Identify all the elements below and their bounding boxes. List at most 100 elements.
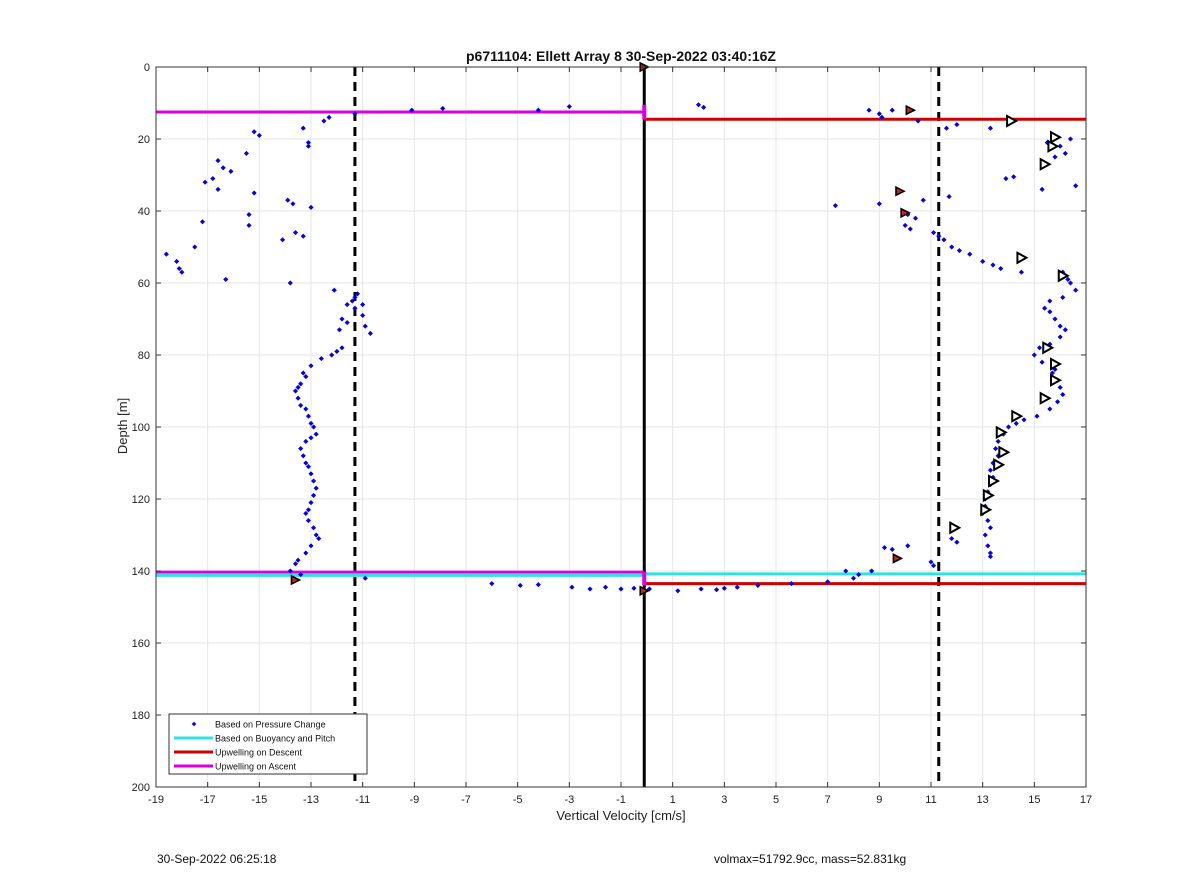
pressure-point <box>318 355 324 362</box>
pressure-point <box>199 219 206 225</box>
pressure-point <box>879 114 885 121</box>
pressure-point <box>985 543 991 549</box>
pressure-point <box>902 222 908 229</box>
pressure-point <box>362 323 368 329</box>
pressure-point <box>866 107 872 113</box>
pressure-point <box>832 202 839 209</box>
pressure-point <box>517 582 523 589</box>
pressure-point <box>295 557 301 563</box>
pressure-point <box>313 485 319 491</box>
pressure-point <box>987 525 994 531</box>
x-tick-label: -17 <box>200 794 216 806</box>
pressure-point <box>298 381 304 387</box>
pressure-point <box>1057 334 1063 340</box>
pressure-point <box>344 319 350 326</box>
legend-label: Upwelling on Descent <box>215 748 303 758</box>
pressure-point <box>1067 136 1074 142</box>
pressure-point <box>1057 323 1063 329</box>
pressure-point <box>1047 406 1053 412</box>
reference-lines <box>353 67 941 787</box>
x-tick-label: -13 <box>303 794 319 806</box>
triangle-marker <box>1006 114 1019 128</box>
pressure-point <box>1042 305 1048 311</box>
pressure-point <box>303 550 309 556</box>
pressure-point <box>1003 175 1009 182</box>
pressure-point <box>987 553 994 560</box>
pressure-point <box>936 233 942 239</box>
triangle-marker <box>1047 139 1060 153</box>
y-tick-label: 200 <box>132 782 150 794</box>
pressure-point <box>308 543 314 549</box>
pressure-point <box>949 244 955 250</box>
triangle-marker <box>1011 409 1024 423</box>
triangle-marker <box>980 503 993 517</box>
pressure-point <box>354 291 361 297</box>
pressure-point <box>313 532 319 538</box>
pressure-point <box>788 580 795 587</box>
pressure-point <box>308 471 314 477</box>
pressure-point <box>987 467 994 473</box>
pressure-point <box>569 584 575 590</box>
pressure-point <box>305 517 312 524</box>
x-tick-label: -11 <box>355 794 370 806</box>
pressure-point <box>675 588 681 594</box>
pressure-point <box>290 201 296 207</box>
red-marker <box>895 185 906 197</box>
pressure-point <box>367 330 374 337</box>
pressure-point <box>1062 150 1068 157</box>
pressure-point <box>246 211 252 218</box>
legend-label: Based on Pressure Change <box>215 720 326 730</box>
pressure-point <box>995 438 1001 445</box>
pressure-point <box>701 104 707 110</box>
pressure-point <box>316 535 322 542</box>
pressure-point <box>287 568 293 574</box>
pressure-point <box>305 413 312 419</box>
pressure-point <box>987 125 994 131</box>
pressure-point <box>310 525 317 531</box>
x-tick-label: -9 <box>409 794 419 806</box>
pressure-point <box>305 463 312 470</box>
y-tick-label: 160 <box>132 638 150 650</box>
pressure-point <box>308 420 314 427</box>
pressure-point <box>889 546 895 553</box>
pressure-point <box>308 435 314 441</box>
red-marker <box>900 207 911 219</box>
pressure-point <box>303 438 309 445</box>
chart-title: p6711104: Ellett Array 8 30-Sep-2022 03:… <box>466 48 776 64</box>
footer-timestamp: 30-Sep-2022 06:25:18 <box>157 852 277 866</box>
pressure-point <box>535 107 541 113</box>
pressure-point <box>310 424 317 430</box>
pressure-point <box>954 121 960 128</box>
pressure-point <box>334 348 340 355</box>
pressure-point <box>440 105 446 112</box>
triangle-marker <box>1042 341 1055 355</box>
pressure-point <box>223 276 229 283</box>
pressure-point <box>1065 276 1071 283</box>
pressure-point <box>305 507 312 513</box>
pressure-point <box>998 265 1004 272</box>
pressure-point <box>825 579 831 585</box>
pressure-point <box>215 157 221 164</box>
pressure-point <box>941 237 947 243</box>
x-tick-label: 9 <box>876 794 882 806</box>
pressure-point <box>956 247 963 254</box>
triangle-marker <box>982 488 995 503</box>
pressure-point <box>990 262 996 268</box>
pressure-point <box>295 384 301 391</box>
pressure-point <box>631 585 637 591</box>
pressure-point <box>329 352 335 358</box>
pressure-point <box>992 445 999 452</box>
pressure-point <box>228 168 234 175</box>
pressure-point <box>210 175 216 182</box>
pressure-point <box>251 129 257 135</box>
pressure-point <box>174 258 180 265</box>
x-tick-label: -7 <box>461 794 471 806</box>
triangle-marker <box>995 425 1008 440</box>
pressure-point <box>618 586 624 592</box>
pressure-point <box>1013 420 1019 427</box>
x-tick-label: 5 <box>773 794 779 806</box>
pressure-point <box>843 568 849 574</box>
pressure-point <box>308 499 314 506</box>
pressure-point <box>721 585 727 591</box>
